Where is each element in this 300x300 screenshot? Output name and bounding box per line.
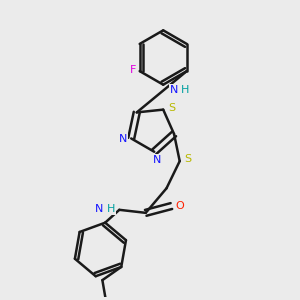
- Text: N: N: [95, 204, 103, 214]
- Text: H: H: [106, 204, 115, 214]
- Text: H: H: [181, 85, 189, 95]
- Text: O: O: [175, 201, 184, 211]
- Text: S: S: [168, 103, 175, 113]
- Text: S: S: [184, 154, 192, 164]
- Text: N: N: [169, 85, 178, 95]
- Text: N: N: [119, 134, 127, 144]
- Text: N: N: [153, 155, 161, 165]
- Text: F: F: [130, 65, 136, 75]
